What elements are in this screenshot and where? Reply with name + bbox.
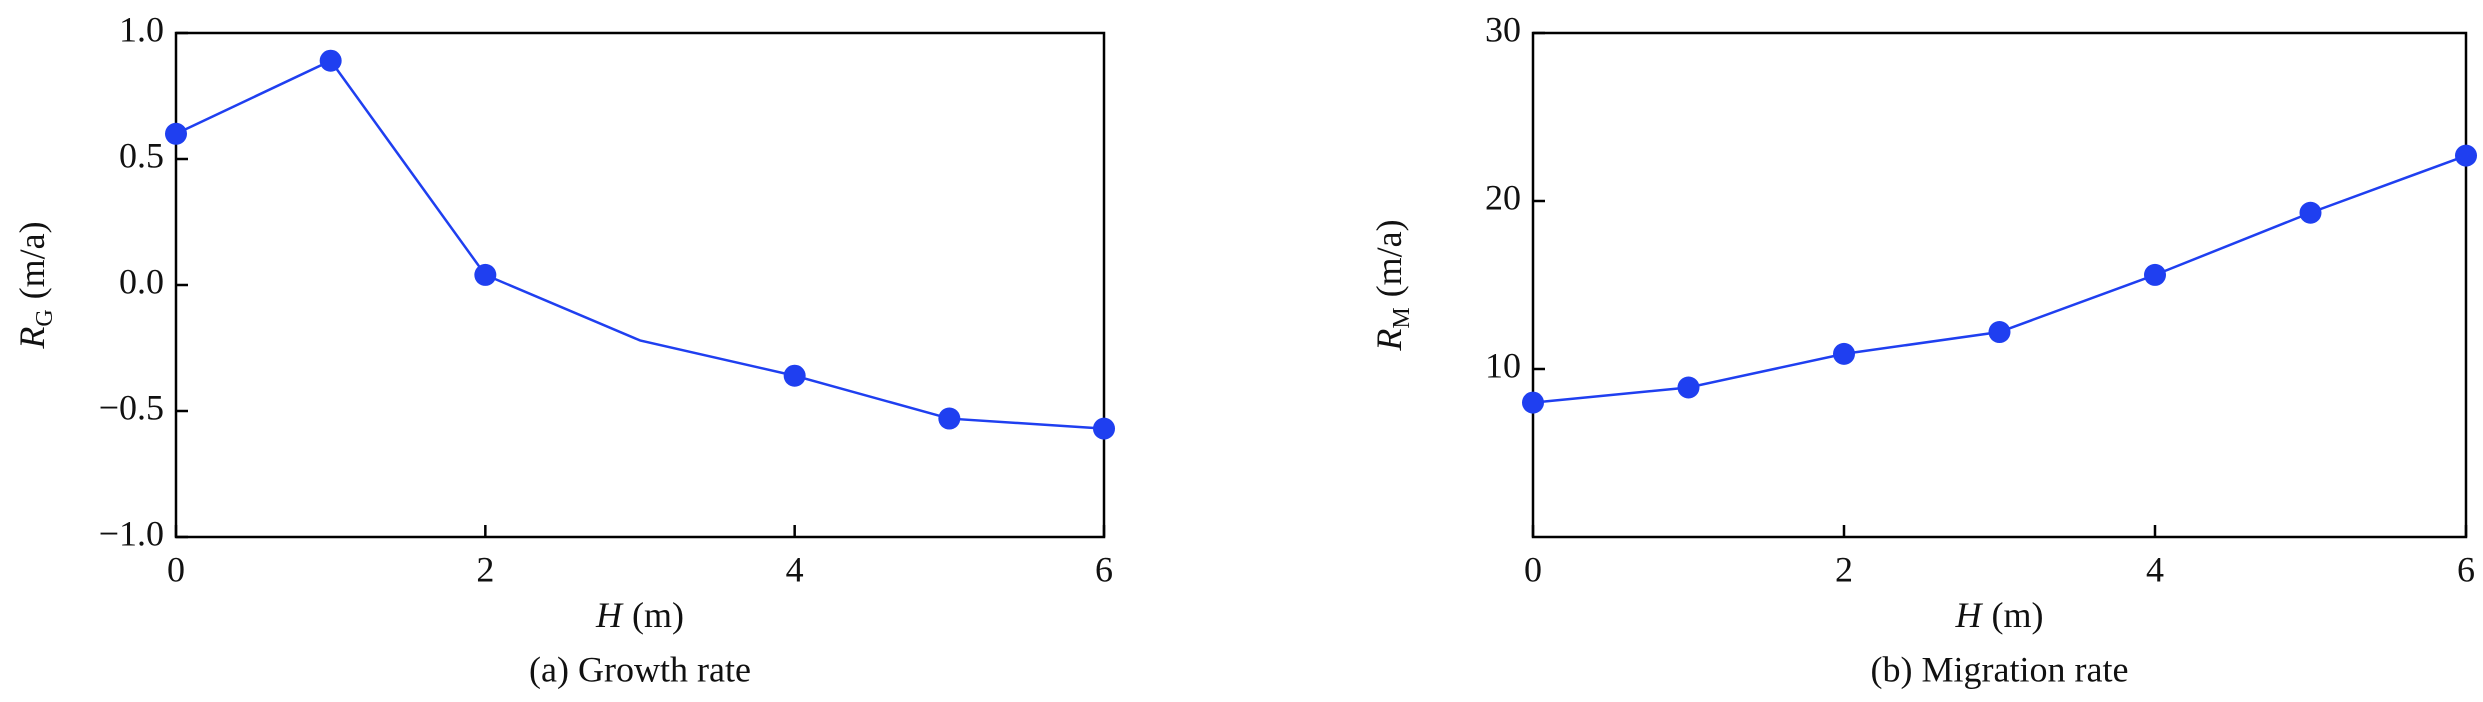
y-tick-label: 1.0 <box>119 9 164 49</box>
chart-caption: (a) Growth rate <box>529 649 751 689</box>
x-tick-label: 4 <box>786 549 804 589</box>
x-axis-label: H (m) <box>595 595 684 635</box>
data-point <box>165 122 187 145</box>
data-line <box>175 59 1105 430</box>
y-label-subscript: M <box>1389 307 1415 328</box>
x-tick-label: 2 <box>1835 549 1853 589</box>
x-tick-label: 0 <box>1524 549 1542 589</box>
x-tick-label: 6 <box>1095 549 1113 589</box>
data-point <box>938 407 961 430</box>
x-label-symbol: H <box>595 595 624 635</box>
y-label-symbol: R <box>1369 329 1409 352</box>
data-point <box>783 364 806 387</box>
plot-frame <box>1531 31 2468 539</box>
x-tick-label: 6 <box>2457 549 2475 589</box>
data-point <box>1093 417 1115 440</box>
y-label-symbol: R <box>12 327 52 350</box>
data-point <box>319 49 342 72</box>
data-point <box>474 263 497 286</box>
data-point <box>1522 391 1544 414</box>
y-axis-label: RM (m/a) <box>1369 219 1414 351</box>
x-label-unit: (m) <box>1992 595 2044 635</box>
plot-frame <box>174 31 1106 539</box>
y-label-unit: (m/a) <box>12 221 52 299</box>
y-label-unit: (m/a) <box>1369 219 1409 297</box>
chart-caption: (b) Migration rate <box>1871 649 2129 689</box>
y-axis-label: RG (m/a) <box>12 221 57 349</box>
data-point <box>2144 263 2166 286</box>
y-tick-label: 20 <box>1485 177 1521 217</box>
x-tick-label: 4 <box>2146 549 2164 589</box>
data-point <box>2455 144 2477 167</box>
data-point <box>2299 201 2322 224</box>
data-line <box>1532 154 2467 404</box>
x-tick-label: 2 <box>476 549 494 589</box>
x-label-unit: (m) <box>632 595 684 635</box>
data-point <box>1677 376 1700 399</box>
y-tick-label: 0.5 <box>119 135 164 175</box>
x-tick-label: 0 <box>167 549 185 589</box>
y-label-subscript: G <box>32 309 58 326</box>
data-point <box>1833 342 1855 365</box>
y-tick-label: −0.5 <box>99 387 164 427</box>
y-tick-label: 10 <box>1485 345 1521 385</box>
y-tick-label: 0.0 <box>119 261 164 301</box>
y-tick-label: −1.0 <box>99 513 164 553</box>
y-tick-label: 30 <box>1485 9 1521 49</box>
x-axis-label: H (m) <box>1955 595 2044 635</box>
data-point <box>1988 321 2011 344</box>
x-label-symbol: H <box>1955 595 1984 635</box>
